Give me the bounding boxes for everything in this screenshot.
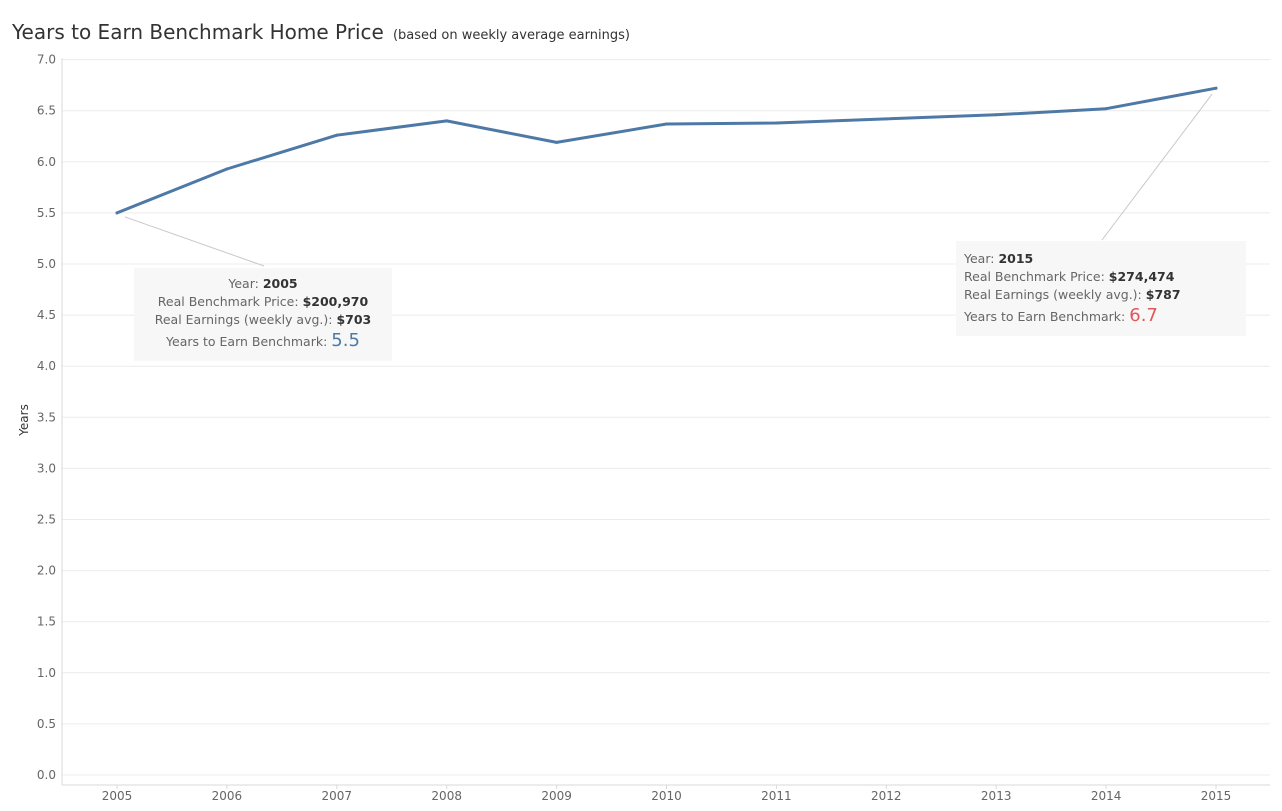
annotation-earnings-label: Real Earnings (weekly avg.): — [964, 287, 1142, 302]
x-tick-label: 2011 — [761, 789, 792, 803]
data-point[interactable] — [445, 119, 449, 123]
y-tick-label: 4.5 — [37, 308, 56, 322]
annotation-years-value: 5.5 — [331, 330, 360, 351]
annotation-earnings-value: $703 — [336, 312, 372, 327]
x-tick-label: 2008 — [431, 789, 462, 803]
y-tick-label: 6.0 — [37, 155, 56, 169]
annotation-price-label: Real Benchmark Price: — [157, 294, 299, 309]
data-point[interactable] — [774, 121, 778, 125]
y-tick-label: 4.0 — [37, 359, 56, 373]
annotation-price-value: $200,970 — [302, 294, 369, 309]
y-tick-label: 7.0 — [37, 53, 56, 67]
annotation-year-value: 2005 — [262, 276, 298, 291]
chart-title: Years to Earn Benchmark Home Price (base… — [12, 20, 630, 44]
data-point[interactable] — [994, 113, 998, 117]
chart-subtitle: (based on weekly average earnings) — [392, 28, 630, 43]
y-tick-label: 5.0 — [37, 257, 56, 271]
y-tick-label: 5.5 — [37, 206, 56, 220]
annotation-year-label: Year: — [228, 276, 259, 291]
leader-line-2015 — [1101, 93, 1213, 241]
leader-line-2005 — [124, 216, 265, 267]
y-tick-label: 2.0 — [37, 564, 56, 578]
x-tick-label: 2012 — [871, 789, 902, 803]
annotation-years-label: Years to Earn Benchmark: — [964, 309, 1126, 324]
y-tick-label: 2.5 — [37, 513, 56, 527]
data-point[interactable] — [1104, 107, 1108, 111]
x-tick-label: 2005 — [102, 789, 133, 803]
x-tick-label: 2015 — [1201, 789, 1232, 803]
x-tick-label: 2014 — [1091, 789, 1122, 803]
x-tick-label: 2006 — [212, 789, 243, 803]
series-layer — [115, 86, 1218, 215]
y-tick-label: 0.5 — [37, 717, 56, 731]
annotation-price-value: $274,474 — [1108, 269, 1175, 284]
annotation-year-label: Year: — [964, 251, 995, 266]
annotation-2005: Year: 2005 Real Benchmark Price: $200,97… — [134, 268, 392, 361]
chart-title-main: Years to Earn Benchmark Home Price — [12, 20, 384, 44]
y-tick-label: 3.0 — [37, 461, 56, 475]
annotation-year-value: 2015 — [998, 251, 1034, 266]
annotation-price-label: Real Benchmark Price: — [964, 269, 1105, 284]
y-axis-title: Years — [17, 404, 31, 437]
annotation-earnings-label: Real Earnings (weekly avg.): — [154, 312, 333, 327]
data-point[interactable] — [335, 133, 339, 137]
x-tick-label: 2007 — [322, 789, 353, 803]
axes: 0.0 0.5 1.0 1.5 2.0 2.5 3.0 3.5 4.0 4.5 5.0 5.5 6.0 6… — [37, 53, 1270, 803]
x-tick-label: 2010 — [651, 789, 682, 803]
annotation-leaders — [124, 93, 1213, 267]
annotation-earnings-value: $787 — [1145, 287, 1181, 302]
x-tick-label: 2013 — [981, 789, 1012, 803]
x-tick-label: 2009 — [541, 789, 572, 803]
data-point[interactable] — [1214, 86, 1218, 90]
annotation-years-value: 6.7 — [1129, 305, 1158, 326]
y-tick-label: 3.5 — [37, 410, 56, 424]
y-tick-label: 6.5 — [37, 104, 56, 118]
grid-lines — [62, 59, 1270, 776]
data-point[interactable] — [555, 140, 559, 144]
y-tick-label: 1.0 — [37, 666, 56, 680]
series-line — [115, 86, 1218, 215]
y-tick-label: 1.5 — [37, 615, 56, 629]
data-point[interactable] — [225, 167, 229, 171]
annotation-years-label: Years to Earn Benchmark: — [166, 334, 328, 349]
y-tick-label: 0.0 — [37, 768, 56, 782]
data-point[interactable] — [665, 122, 668, 126]
data-point[interactable] — [115, 211, 119, 215]
annotation-2015: Year: 2015 Real Benchmark Price: $274,47… — [956, 241, 1246, 336]
data-point[interactable] — [884, 117, 888, 121]
